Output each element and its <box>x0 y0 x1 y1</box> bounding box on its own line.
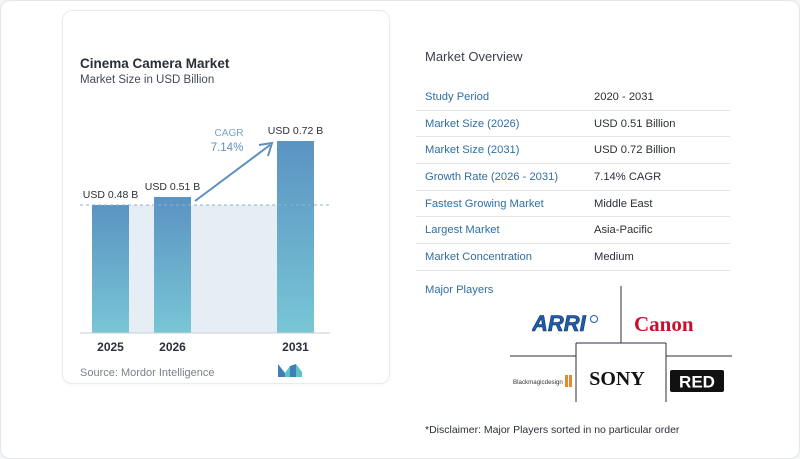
x-tick-label-2031: 2031 <box>282 340 309 354</box>
overview-value: 2020 - 2031 <box>594 90 654 103</box>
bar-2031 <box>277 141 314 333</box>
sony-logo: SONY <box>589 368 645 390</box>
bar-2025 <box>92 205 129 333</box>
cagr-value: 7.14% <box>211 142 244 154</box>
overview-label: Growth Rate (2026 - 2031) <box>425 170 559 183</box>
reference-shade <box>129 205 277 333</box>
overview-label: Market Concentration <box>425 250 532 263</box>
overview-value: Medium <box>594 250 634 263</box>
x-tick-label-2026: 2026 <box>159 340 186 354</box>
cagr-label: CAGR <box>215 128 244 139</box>
source-note: Source: Mordor Intelligence <box>80 367 215 379</box>
overview-row: Market Concentration Medium <box>416 244 730 271</box>
blackmagic-logo-text: Blackmagicdesign <box>513 379 563 386</box>
disclaimer-note: *Disclaimer: Major Players sorted in no … <box>425 424 680 436</box>
cagr-arrow-line <box>194 144 271 202</box>
major-players-title: Major Players <box>425 284 494 296</box>
overview-row: Market Size (2031) USD 0.72 Billion <box>416 137 730 165</box>
overview-value: USD 0.72 Billion <box>594 144 676 157</box>
arri-logo: ARRI <box>532 311 598 335</box>
overview-label: Market Size (2031) <box>425 144 520 157</box>
cagr-arrowhead <box>258 141 274 157</box>
canon-logo: Canon <box>634 312 694 336</box>
canon-logo-text: Canon <box>634 312 694 336</box>
chart-subtitle: Market Size in USD Billion <box>80 74 215 86</box>
overview-label: Market Size (2026) <box>425 117 520 130</box>
red-logo: RED <box>670 370 724 392</box>
players-grid <box>510 286 732 402</box>
blackmagic-logo: Blackmagicdesign <box>512 373 574 389</box>
bar-2026 <box>154 197 191 333</box>
overview-value: Asia-Pacific <box>594 224 653 237</box>
overview-label: Fastest Growing Market <box>425 197 544 210</box>
overview-row: Market Size (2026) USD 0.51 Billion <box>416 111 730 138</box>
red-logo-text: RED <box>679 373 715 392</box>
overview-row: Study Period 2020 - 2031 <box>416 84 730 111</box>
arri-logo-text: ARRI <box>532 311 587 335</box>
overview-row: Growth Rate (2026 - 2031) 7.14% CAGR <box>416 164 730 191</box>
overview-value: USD 0.51 Billion <box>594 117 676 130</box>
sony-logo-text: SONY <box>589 368 645 390</box>
overview-row: Largest Market Asia-Pacific <box>416 217 730 245</box>
overview-title: Market Overview <box>425 49 523 64</box>
chart-title: Cinema Camera Market <box>80 56 230 71</box>
overview-label: Study Period <box>425 90 490 103</box>
x-tick-label-2025: 2025 <box>97 340 124 354</box>
value-label-2026: USD 0.51 B <box>145 181 200 193</box>
mordor-intelligence-logo-icon <box>278 364 302 377</box>
value-label-2025: USD 0.48 B <box>83 189 138 201</box>
overview-label: Largest Market <box>425 224 500 237</box>
overview-value: 7.14% CAGR <box>594 170 662 183</box>
overview-value: Middle East <box>594 197 653 210</box>
value-label-2031: USD 0.72 B <box>268 125 323 137</box>
overview-row: Fastest Growing Market Middle East <box>416 191 730 218</box>
overview-table: Study Period 2020 - 2031 Market Size (20… <box>416 84 730 271</box>
